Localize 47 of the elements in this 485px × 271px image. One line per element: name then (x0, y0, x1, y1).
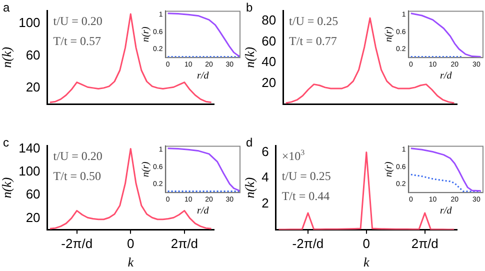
x-tick-label: -2π/d (61, 236, 93, 252)
x-axis-title: r/d (197, 70, 210, 82)
y-axis-title: n(r) (384, 160, 395, 178)
y-axis-title: n(k) (242, 46, 258, 68)
y-axis-title: n(r) (384, 26, 395, 42)
x-tick-label: -2π/d (292, 236, 324, 252)
y-axis-title: n(k) (242, 177, 258, 198)
y-tick-label: 6 (262, 144, 269, 159)
annotation: T/t = 0.77 (289, 34, 337, 48)
annotation: t/U = 0.25 (282, 168, 331, 183)
chart-title: b (246, 0, 253, 14)
chart-title: a (3, 0, 10, 14)
y-tick-label: 20 (26, 80, 40, 95)
x-tick-label: 2π/d (411, 236, 438, 252)
x-axis-title: r/d (197, 206, 210, 217)
chart-title: c (3, 135, 9, 150)
y-tick-label: 60 (26, 47, 40, 62)
y-tick-label: 40 (262, 54, 276, 70)
y-tick-label: 60 (26, 186, 40, 202)
x-axis-title: r/d (440, 70, 453, 82)
y-axis-title: n(r) (140, 26, 152, 42)
y-tick-label: 2 (262, 196, 269, 211)
y-tick-label: 80 (262, 12, 276, 28)
annotation: T/t = 0.57 (53, 34, 102, 48)
y-tick-label: 20 (26, 210, 40, 225)
y-tick-label: 60 (262, 33, 276, 48)
x-tick-label: 0 (127, 236, 134, 252)
x-axis-title: r/d (440, 206, 453, 217)
y-tick-label: 4 (262, 170, 269, 185)
y-tick-label: 140 (18, 140, 40, 156)
annotation: t/U = 0.25 (289, 14, 338, 28)
y-tick-label: 100 (18, 163, 40, 178)
line-series (410, 174, 482, 192)
x-axis-title: k (364, 254, 370, 270)
x-tick-label: 2π/d (170, 236, 198, 252)
y-axis-title: n(k) (0, 46, 14, 68)
annotation: T/t = 0.44 (282, 188, 330, 203)
x-tick-label: 0 (362, 236, 370, 252)
annotation: T/t = 0.50 (53, 168, 102, 183)
y-tick-label: 20 (262, 74, 276, 90)
annotation: t/U = 0.20 (53, 148, 102, 163)
y-axis-title: n(r) (140, 160, 152, 178)
y-axis-title: n(k) (0, 177, 14, 198)
annotation: t/U = 0.20 (53, 14, 102, 28)
x-axis-title: k (128, 254, 134, 270)
y-tick-label: 100 (18, 15, 40, 30)
chart-title: d (246, 135, 253, 150)
